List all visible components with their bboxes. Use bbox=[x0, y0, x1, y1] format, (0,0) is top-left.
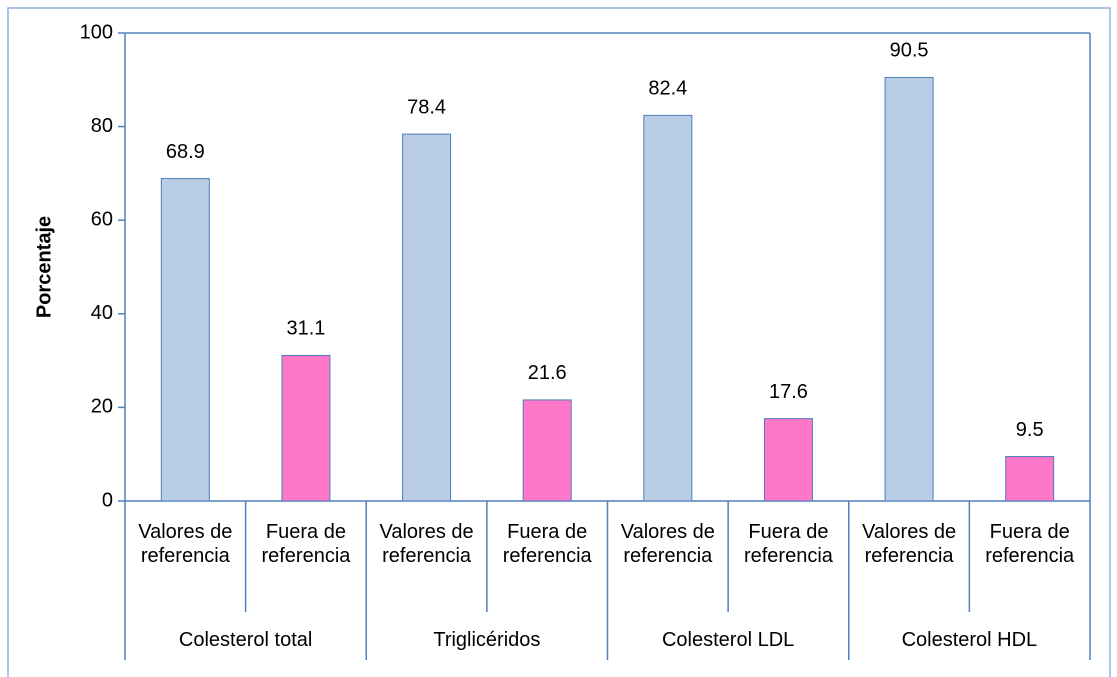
x-tick-label: Valores de referencia bbox=[379, 521, 474, 567]
y-tick-label: 40 bbox=[91, 302, 113, 324]
x-tick-label: Valores de referencia bbox=[138, 521, 233, 567]
bar bbox=[763, 418, 813, 502]
data-label: 78.4 bbox=[407, 96, 446, 118]
data-label: 9.5 bbox=[1016, 419, 1044, 441]
data-label: 21.6 bbox=[528, 362, 567, 384]
bar bbox=[643, 114, 693, 502]
bar bbox=[281, 354, 331, 502]
group-label: Colesterol HDL bbox=[901, 629, 1038, 651]
y-tick-label: 20 bbox=[91, 396, 113, 418]
y-axis-title: Porcentaje bbox=[33, 216, 55, 318]
x-tick-label: Valores de referencia bbox=[861, 521, 957, 567]
data-label: 82.4 bbox=[648, 78, 687, 100]
y-tick-label: 0 bbox=[102, 489, 113, 511]
bar bbox=[402, 133, 452, 502]
data-label: 68.9 bbox=[166, 141, 205, 163]
y-tick-label: 100 bbox=[80, 21, 113, 43]
group-label: Colesterol total bbox=[178, 629, 313, 651]
x-tick-label: Valores de referencia bbox=[620, 521, 715, 567]
bar bbox=[884, 76, 934, 502]
bar bbox=[160, 178, 210, 502]
data-label: 90.5 bbox=[890, 40, 929, 62]
data-label: 17.6 bbox=[769, 381, 808, 403]
group-label: Triglicéridos bbox=[433, 629, 541, 651]
chart-frame bbox=[7, 7, 1111, 677]
x-tick-label: Fuera de referencia bbox=[985, 521, 1075, 567]
group-label: Colesterol LDL bbox=[661, 629, 795, 651]
bar bbox=[1005, 456, 1055, 502]
bar bbox=[522, 399, 572, 502]
y-tick-label: 80 bbox=[91, 115, 113, 137]
x-tick-label: Fuera de referencia bbox=[743, 521, 833, 567]
x-tick-label: Fuera de referencia bbox=[261, 521, 351, 567]
y-tick-label: 60 bbox=[91, 208, 113, 230]
x-tick-label: Fuera de referencia bbox=[502, 521, 592, 567]
data-label: 31.1 bbox=[286, 318, 325, 340]
